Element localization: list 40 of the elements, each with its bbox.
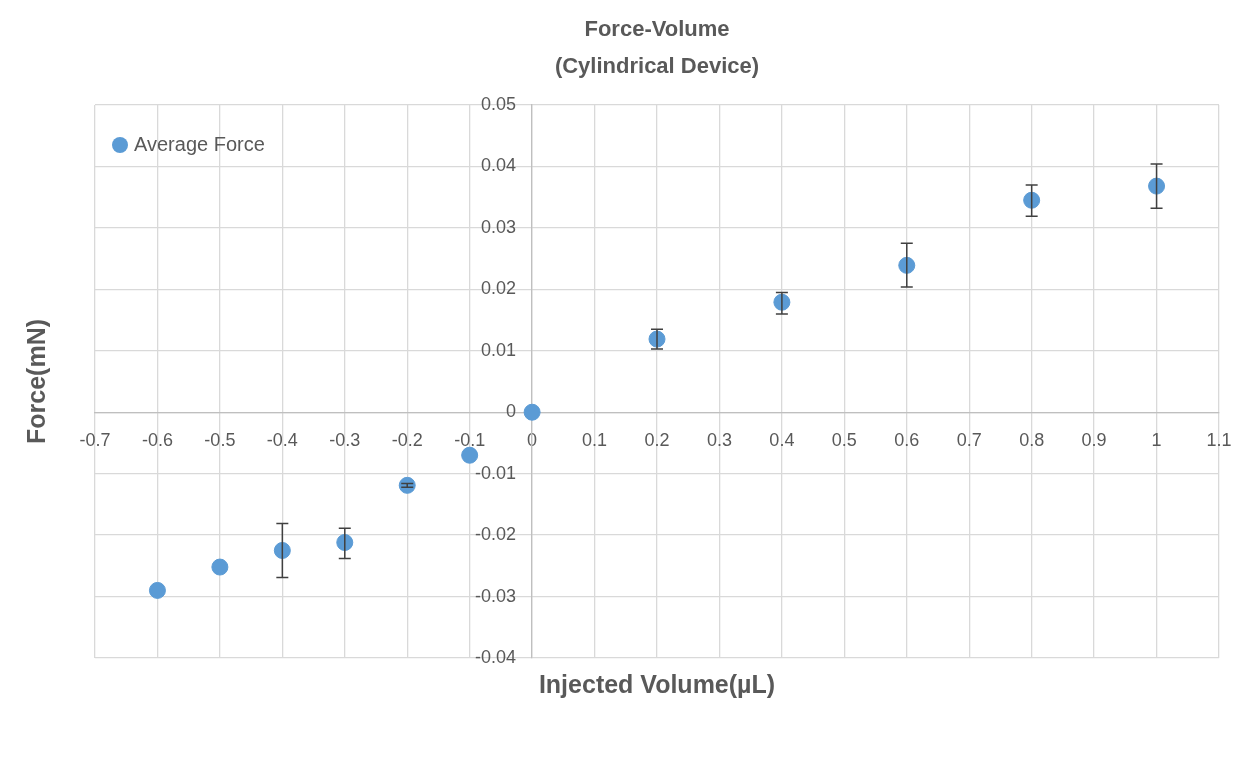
x-tick-label: -0.6 — [141, 429, 173, 450]
point — [1023, 191, 1041, 209]
y-tick-label: 0 — [506, 401, 517, 422]
point — [148, 581, 166, 599]
x-tick-label: -0.1 — [454, 429, 486, 450]
point — [211, 558, 229, 576]
y-tick-label: 0.02 — [481, 278, 517, 299]
x-tick-label: 0.5 — [831, 429, 857, 450]
x-tick-label: -0.5 — [204, 429, 236, 450]
x-tick-label: -0.4 — [266, 429, 298, 450]
y-tick-label: 0.04 — [481, 155, 517, 176]
x-axis-title: Injected Volume(µL) — [538, 669, 776, 698]
x-tick-label: 0.4 — [769, 429, 795, 450]
y-tick-label: -0.04 — [475, 646, 517, 667]
point — [461, 446, 479, 464]
y-axis-title: Force(mN) — [21, 318, 50, 445]
x-tick-label: -0.3 — [329, 429, 361, 450]
x-tick-label: 0 — [527, 429, 538, 450]
x-tick-label: 0.7 — [956, 429, 982, 450]
point — [273, 541, 291, 559]
x-tick-label: 0.1 — [582, 429, 608, 450]
y-tick-label: 0.01 — [481, 339, 517, 360]
x-tick-label: 0.3 — [706, 429, 732, 450]
y-tick-label: 0.05 — [481, 93, 517, 114]
x-tick-label: 1 — [1151, 429, 1162, 450]
x-tick-label: -0.2 — [391, 429, 423, 450]
point — [523, 403, 541, 421]
x-tick-label: -0.7 — [79, 429, 111, 450]
x-tick-label: 1.1 — [1206, 429, 1232, 450]
x-tick-label: 0.8 — [1019, 429, 1045, 450]
legend-label: Average Force — [134, 132, 265, 155]
x-tick-label: 0.9 — [1081, 429, 1107, 450]
point — [1148, 177, 1166, 195]
y-tick-label: -0.02 — [475, 524, 517, 545]
y-tick-label: -0.01 — [475, 462, 517, 483]
x-tick-label: 0.2 — [644, 429, 670, 450]
x-tick-label: 0.6 — [894, 429, 920, 450]
chart-title: Force-Volume (Cylindrical Device) — [554, 16, 760, 79]
y-tick-label: -0.03 — [475, 585, 517, 606]
y-tick-label: 0.03 — [481, 216, 517, 237]
